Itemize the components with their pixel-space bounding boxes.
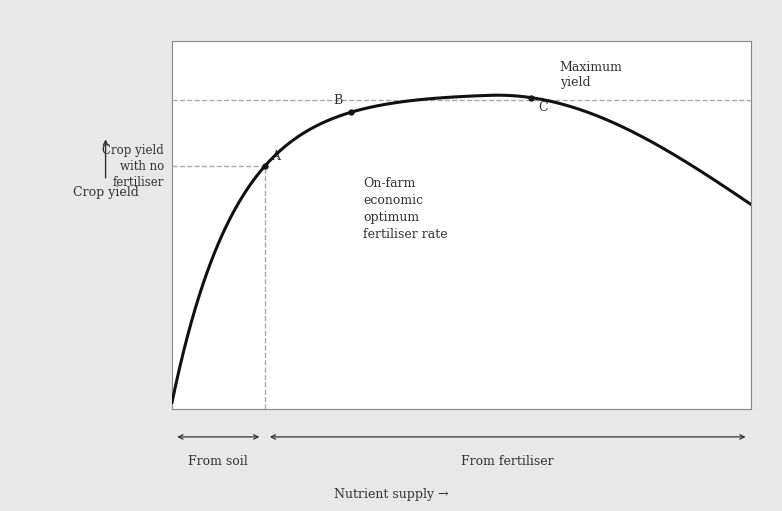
Text: Crop yield
with no
fertiliser: Crop yield with no fertiliser	[102, 144, 164, 189]
Text: Nutrient supply →: Nutrient supply →	[334, 488, 448, 501]
Text: Maximum
yield: Maximum yield	[560, 61, 622, 89]
Text: Crop yield: Crop yield	[73, 186, 138, 199]
Text: On-farm
economic
optimum
fertiliser rate: On-farm economic optimum fertiliser rate	[363, 177, 447, 241]
Text: From fertiliser: From fertiliser	[461, 455, 554, 468]
Text: C: C	[538, 101, 547, 114]
Text: From soil: From soil	[188, 455, 248, 468]
Text: B: B	[333, 94, 343, 107]
Text: A: A	[271, 150, 281, 162]
